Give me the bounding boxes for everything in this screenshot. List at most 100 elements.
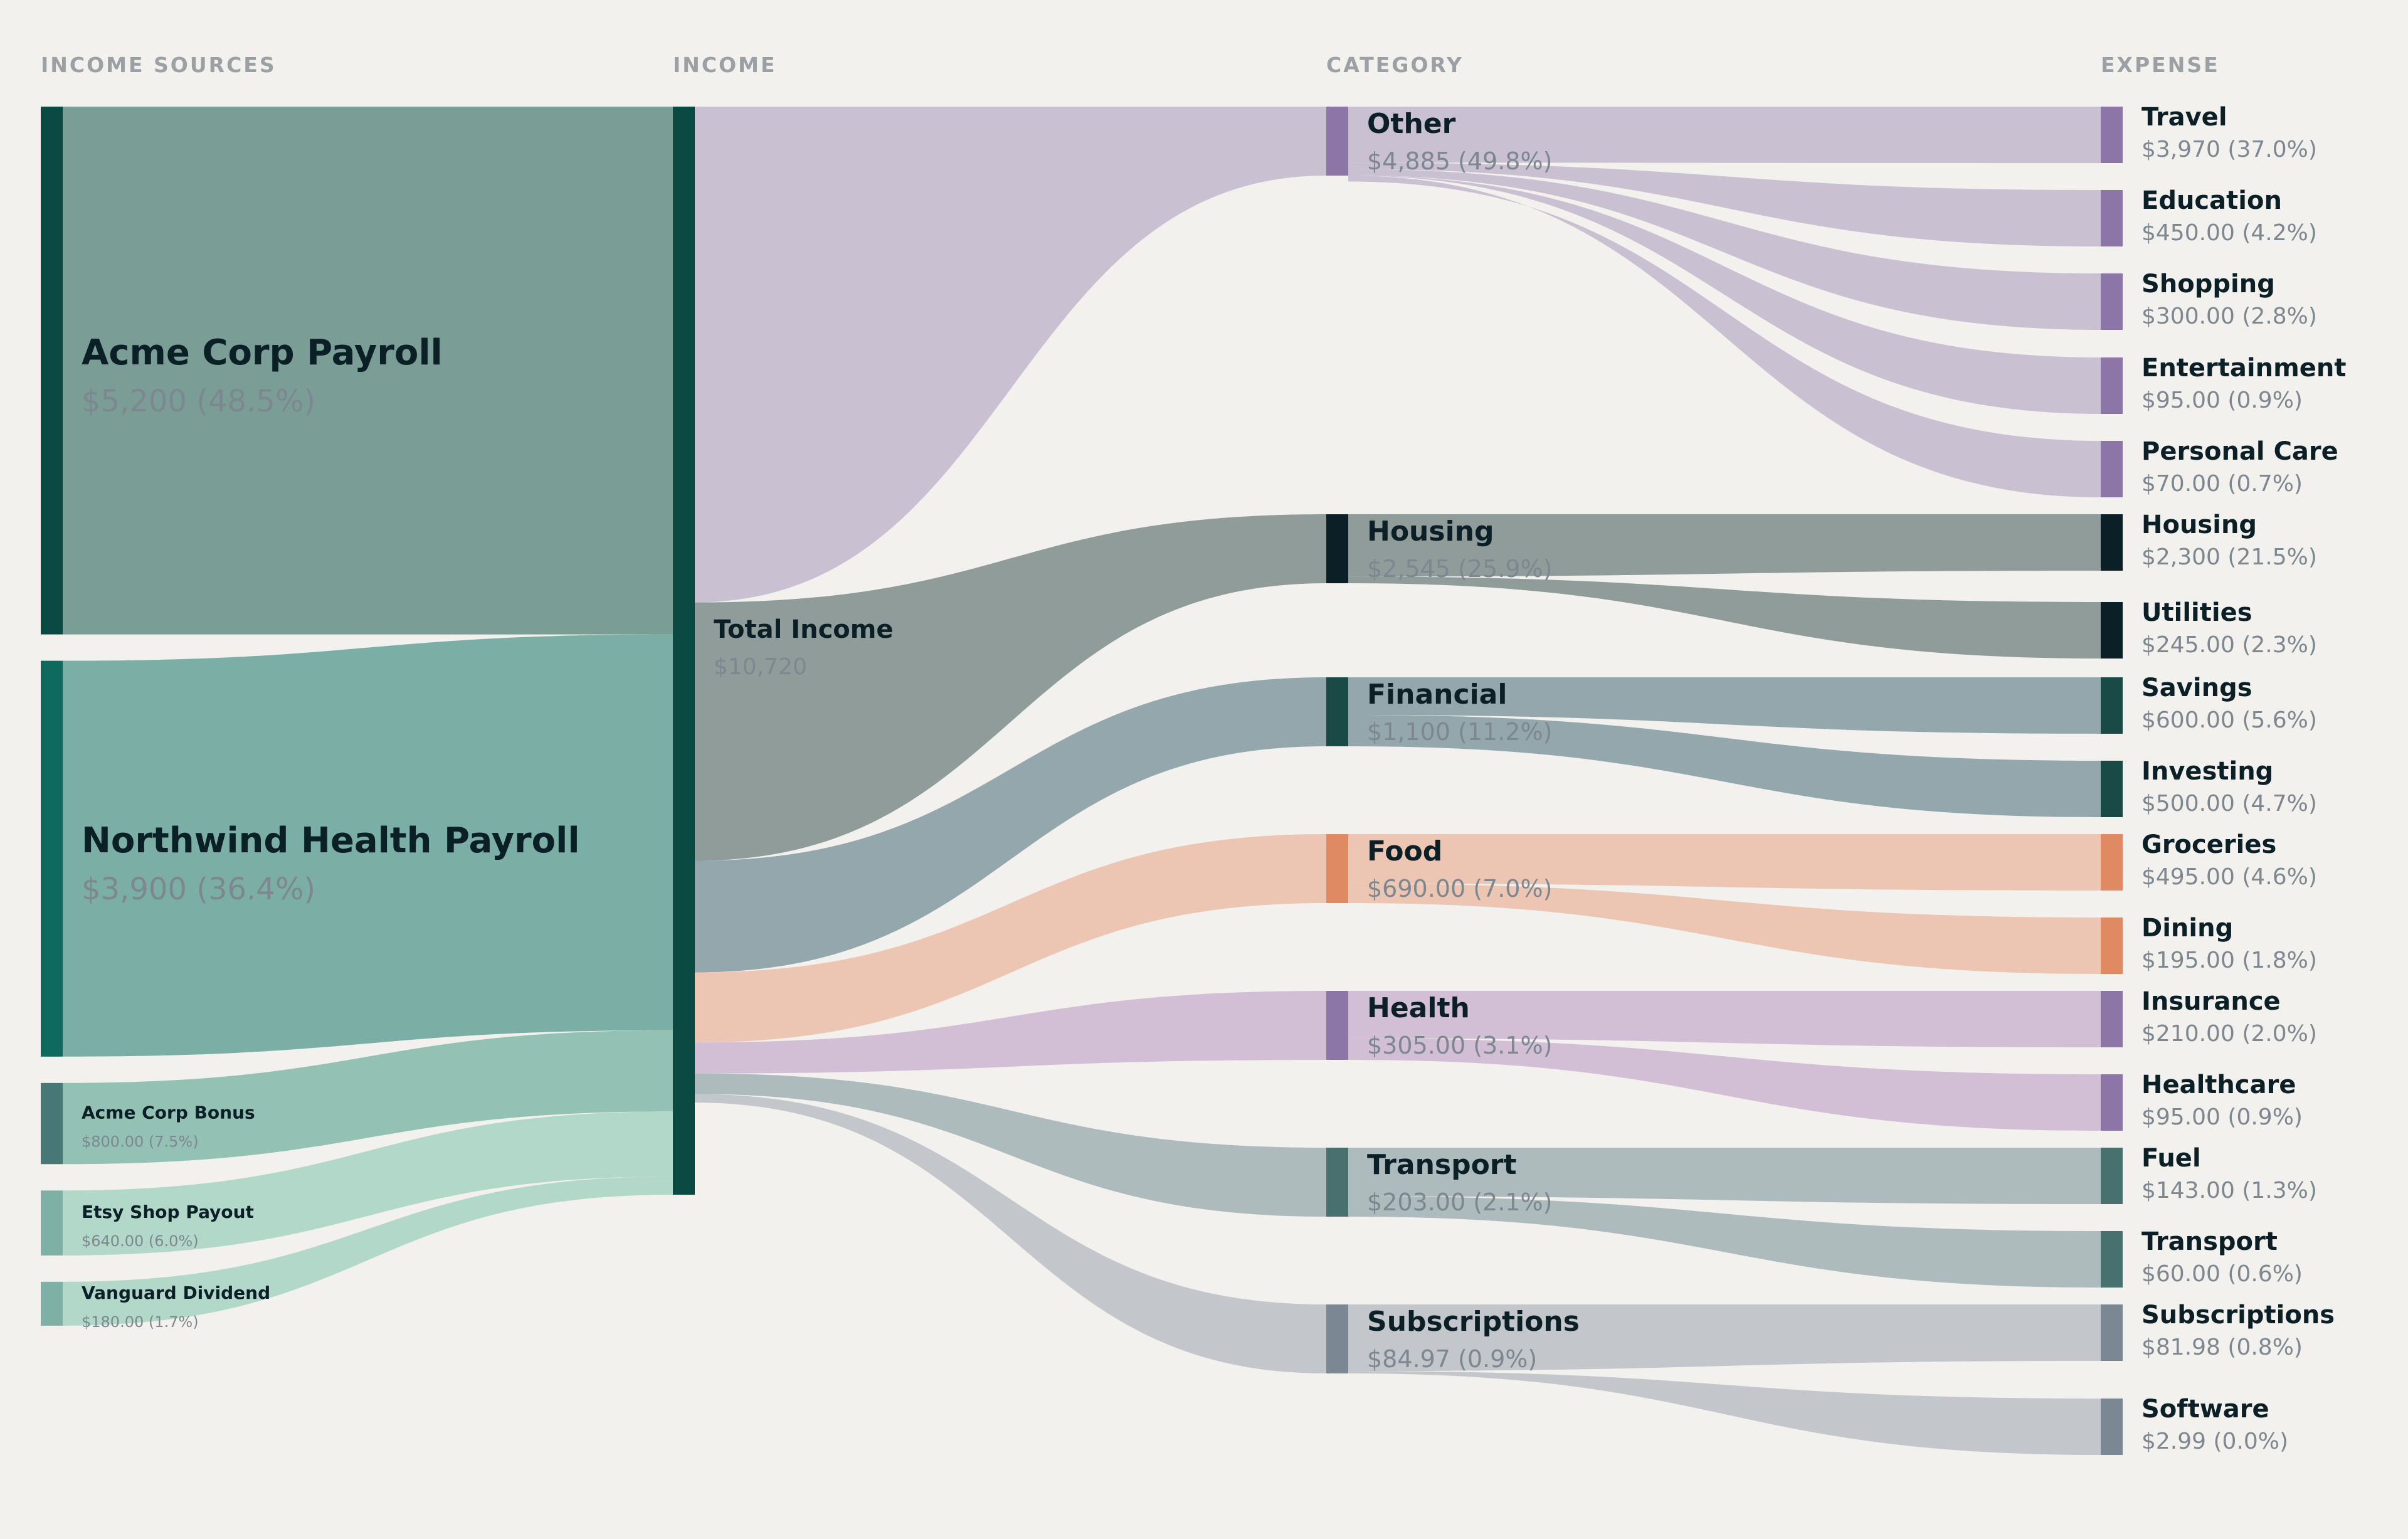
source-acme-corp-payroll-value: $5,200 (48.5%): [82, 384, 315, 419]
category-financial-value: $1,100 (11.2%): [1367, 718, 1552, 746]
flow-acme-corp-bonus: [63, 1030, 673, 1165]
flow-income-to-housing: [695, 514, 1326, 861]
flow-other-to-travel: [1348, 107, 2101, 163]
flow-income-to-other: [695, 107, 1326, 603]
category-transport-name: Transport: [1367, 1149, 1517, 1181]
source-vanguard-dividend-value: $180.00 (1.7%): [82, 1313, 199, 1331]
flow-vanguard-dividend: [63, 1176, 673, 1326]
category-food-name: Food: [1367, 835, 1442, 867]
node-expense-entertainment: [2101, 357, 2123, 414]
node-acme-corp-bonus: [41, 1082, 63, 1165]
expense-fuel-13-value: $143.00 (1.3%): [2141, 1178, 2317, 1203]
flow-food-to-groceries: [1348, 834, 2101, 891]
expense-personal-care-4-name: Personal Care: [2141, 437, 2338, 466]
node-acme-corp-payroll: [41, 107, 63, 635]
expense-transport-14-value: $60.00 (0.6%): [2141, 1261, 2303, 1287]
expense-healthcare-12-name: Healthcare: [2141, 1071, 2296, 1099]
flow-income-to-food: [695, 834, 1326, 1043]
category-transport-value: $203.00 (2.1%): [1367, 1188, 1552, 1216]
flow-subscriptions-to-subscriptions: [1348, 1304, 2101, 1372]
flow-housing-to-housing: [1348, 514, 2101, 577]
expense-fuel-13-name: Fuel: [2141, 1144, 2201, 1173]
expense-housing-5-value: $2,300 (21.5%): [2141, 544, 2317, 570]
expense-entertainment-3-value: $95.00 (0.9%): [2141, 388, 2303, 413]
expense-savings-7-value: $600.00 (5.6%): [2141, 707, 2317, 733]
income-total-name: Total Income: [714, 615, 894, 644]
category-food-value: $690.00 (7.0%): [1367, 875, 1552, 902]
flow-income-to-subscriptions: [695, 1094, 1326, 1373]
flow-other-to-personal-care: [1348, 176, 2101, 497]
flow-other-to-education: [1348, 162, 2101, 246]
source-northwind-health-payroll-value: $3,900 (36.4%): [82, 872, 315, 907]
node-expense-healthcare: [2101, 1074, 2123, 1131]
node-expense-investing: [2101, 761, 2123, 817]
flow-housing-to-utilities: [1348, 576, 2101, 658]
expense-personal-care-4-value: $70.00 (0.7%): [2141, 471, 2303, 497]
node-category-other: [1326, 107, 1348, 176]
node-total-income: [673, 107, 695, 1195]
column-header-income-sources: INCOME SOURCES: [41, 53, 277, 77]
expense-travel-0-value: $3,970 (37.0%): [2141, 137, 2317, 162]
category-housing-name: Housing: [1367, 516, 1494, 547]
flow-income-to-health: [695, 991, 1326, 1074]
source-northwind-health-payroll-name: Northwind Health Payroll: [82, 820, 580, 861]
node-category-housing: [1326, 514, 1348, 583]
node-category-subscriptions: [1326, 1304, 1348, 1373]
node-expense-savings: [2101, 677, 2123, 734]
expense-dining-10-value: $195.00 (1.8%): [2141, 948, 2317, 973]
expense-savings-7-name: Savings: [2141, 674, 2252, 702]
expense-shopping-2-value: $300.00 (2.8%): [2141, 304, 2317, 329]
expense-groceries-9-value: $495.00 (4.6%): [2141, 864, 2317, 890]
expense-insurance-11-name: Insurance: [2141, 987, 2281, 1016]
node-category-transport: [1326, 1148, 1348, 1217]
node-expense-software: [2101, 1399, 2123, 1455]
node-category-food: [1326, 834, 1348, 903]
expense-entertainment-3-name: Entertainment: [2141, 354, 2346, 383]
column-header-category: CATEGORY: [1326, 53, 1464, 77]
node-etsy-shop-payout: [41, 1190, 63, 1256]
category-other-value: $4,885 (49.8%): [1367, 147, 1552, 175]
node-expense-shopping: [2101, 273, 2123, 330]
expense-groceries-9-name: Groceries: [2141, 830, 2276, 859]
category-health-name: Health: [1367, 992, 1470, 1024]
node-category-health: [1326, 991, 1348, 1060]
node-expense-utilities: [2101, 602, 2123, 658]
source-vanguard-dividend-name: Vanguard Dividend: [82, 1282, 270, 1303]
flow-health-to-insurance: [1348, 991, 2101, 1047]
source-etsy-shop-payout-value: $640.00 (6.0%): [82, 1232, 199, 1250]
flow-transport-to-transport: [1348, 1196, 2101, 1288]
expense-dining-10-name: Dining: [2141, 914, 2233, 943]
expense-insurance-11-value: $210.00 (2.0%): [2141, 1021, 2317, 1047]
flow-food-to-dining: [1348, 883, 2101, 974]
expense-transport-14-name: Transport: [2141, 1227, 2278, 1256]
node-expense-travel: [2101, 107, 2123, 163]
category-subscriptions-value: $84.97 (0.9%): [1367, 1345, 1537, 1373]
category-subscriptions-name: Subscriptions: [1367, 1306, 1580, 1338]
node-vanguard-dividend: [41, 1281, 63, 1326]
category-other-name: Other: [1367, 108, 1456, 140]
node-expense-insurance: [2101, 991, 2123, 1047]
category-health-value: $305.00 (3.1%): [1367, 1032, 1552, 1059]
expense-travel-0-name: Travel: [2141, 103, 2227, 132]
expense-shopping-2-name: Shopping: [2141, 270, 2275, 299]
flow-income-to-transport: [695, 1073, 1326, 1217]
flow-health-to-healthcare: [1348, 1038, 2101, 1131]
source-acme-corp-bonus-name: Acme Corp Bonus: [82, 1103, 255, 1123]
income-total-value: $10,720: [714, 654, 807, 680]
column-header-income: INCOME: [673, 53, 777, 77]
expense-subscriptions-15-value: $81.98 (0.8%): [2141, 1335, 2303, 1360]
flow-financial-to-savings: [1348, 677, 2101, 734]
flow-income-to-financial: [695, 677, 1326, 973]
category-financial-name: Financial: [1367, 679, 1507, 711]
flow-financial-to-investing: [1348, 715, 2101, 817]
source-etsy-shop-payout-name: Etsy Shop Payout: [82, 1202, 254, 1222]
expense-utilities-6-value: $245.00 (2.3%): [2141, 632, 2317, 658]
node-northwind-health-payroll: [41, 660, 63, 1057]
expense-healthcare-12-value: $95.00 (0.9%): [2141, 1104, 2303, 1130]
flow-etsy-shop-payout: [63, 1111, 673, 1256]
node-expense-transport: [2101, 1231, 2123, 1288]
flow-subscriptions-to-software: [1348, 1371, 2101, 1455]
expense-investing-8-value: $500.00 (4.7%): [2141, 791, 2317, 817]
node-expense-dining: [2101, 918, 2123, 974]
